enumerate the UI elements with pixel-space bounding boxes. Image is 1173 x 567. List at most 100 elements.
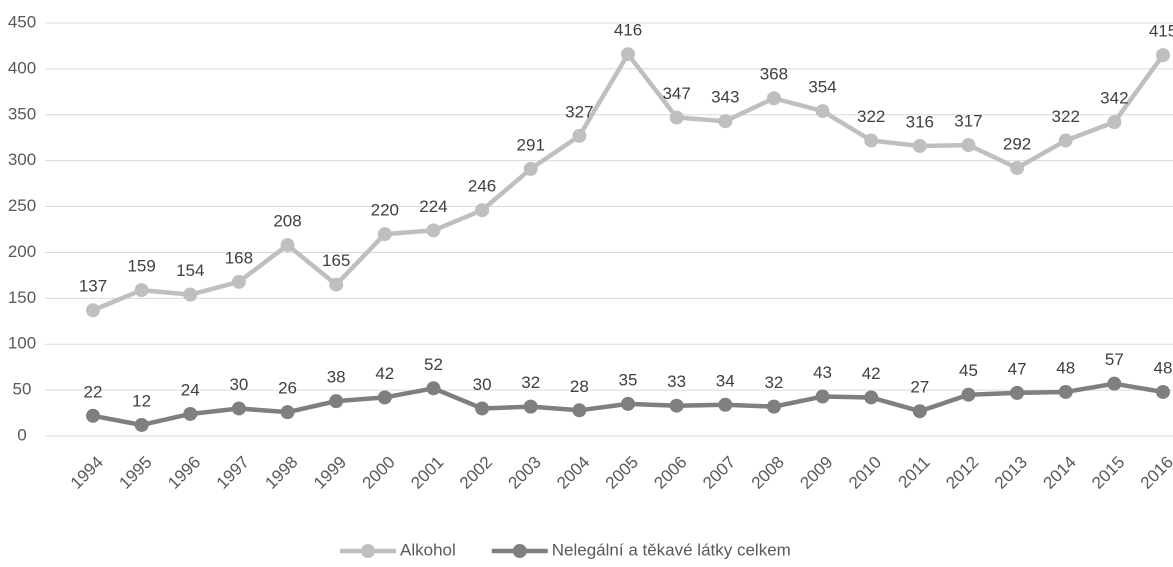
point — [280, 405, 295, 420]
data-label: 208 — [273, 212, 301, 231]
point — [1156, 48, 1170, 63]
data-label: 368 — [760, 65, 788, 84]
data-label: 42 — [375, 364, 394, 383]
y-tick-label: 150 — [8, 288, 36, 307]
point — [280, 238, 295, 253]
point — [572, 403, 587, 418]
x-tick-label: 2011 — [895, 453, 934, 492]
y-tick-label: 0 — [17, 425, 26, 444]
x-tick-label: 1995 — [115, 453, 155, 493]
data-label: 342 — [1100, 89, 1128, 108]
point — [621, 396, 635, 411]
data-label: 47 — [1008, 359, 1027, 378]
x-tick-label: 2015 — [1088, 453, 1128, 493]
data-label: 292 — [1003, 134, 1031, 153]
y-tick-label: 100 — [8, 334, 36, 353]
point — [815, 389, 830, 404]
x-tick-label: 2013 — [991, 453, 1031, 493]
x-tick-label: 1994 — [67, 453, 107, 493]
point — [1156, 384, 1170, 399]
point — [766, 91, 781, 106]
point — [523, 161, 538, 176]
point — [426, 381, 441, 396]
data-label: 22 — [84, 382, 103, 401]
data-label: 30 — [229, 375, 248, 394]
point — [572, 128, 587, 143]
point — [912, 404, 927, 419]
x-tick-label: 2008 — [748, 453, 788, 493]
data-label: 52 — [424, 355, 443, 374]
x-tick-label: 2006 — [650, 453, 690, 493]
point — [1107, 376, 1122, 391]
x-tick-label: 2001 — [407, 453, 447, 493]
x-tick-label: 2003 — [505, 453, 545, 493]
data-label: 327 — [565, 102, 593, 121]
data-label: 154 — [176, 261, 204, 280]
x-tick-label: 2010 — [845, 453, 885, 493]
x-tick-label: 2016 — [1137, 453, 1173, 493]
data-label: 159 — [127, 257, 155, 276]
point — [377, 227, 392, 242]
point — [426, 223, 441, 238]
data-label: 33 — [667, 372, 686, 391]
point — [523, 399, 538, 414]
data-label: 32 — [521, 373, 540, 392]
data-label: 27 — [910, 378, 929, 397]
point — [134, 283, 149, 298]
data-label: 416 — [614, 21, 642, 40]
point — [1010, 161, 1025, 176]
data-label: 322 — [1052, 107, 1080, 126]
data-label: 165 — [322, 251, 350, 270]
x-tick-label: 2000 — [359, 453, 399, 493]
point — [1058, 133, 1073, 148]
data-label: 322 — [857, 107, 885, 126]
data-label: 32 — [764, 373, 783, 392]
data-label: 57 — [1105, 350, 1124, 369]
data-label: 317 — [954, 112, 982, 131]
data-label: 316 — [906, 112, 934, 131]
data-label: 48 — [1056, 358, 1075, 377]
y-tick-label: 350 — [8, 104, 36, 123]
point — [961, 387, 976, 402]
y-tick-label: 450 — [8, 12, 36, 31]
data-label: 43 — [813, 363, 832, 382]
x-tick-label: 1997 — [213, 453, 253, 493]
point — [377, 390, 392, 405]
x-tick-label: 2004 — [553, 453, 593, 493]
data-label: 34 — [716, 371, 735, 390]
data-label: 12 — [132, 391, 151, 410]
y-tick-label: 200 — [8, 242, 36, 261]
point — [1058, 384, 1073, 399]
x-tick-label: 2012 — [942, 453, 982, 493]
data-label: 415 — [1149, 22, 1173, 41]
point — [183, 287, 198, 302]
data-label: 291 — [517, 135, 545, 154]
point — [815, 104, 830, 119]
x-tick-label: 2005 — [602, 453, 642, 493]
x-tick-label: 1999 — [310, 453, 350, 493]
data-label: 26 — [278, 379, 297, 398]
point — [86, 408, 100, 423]
point — [766, 399, 781, 414]
data-label: 38 — [327, 368, 346, 387]
data-label: 24 — [181, 380, 200, 399]
data-label: 343 — [711, 88, 739, 107]
data-label: 35 — [619, 370, 638, 389]
point — [912, 138, 927, 153]
point — [864, 133, 879, 148]
x-tick-label: 2007 — [699, 453, 739, 493]
data-label: 45 — [959, 361, 978, 380]
point — [329, 394, 344, 409]
legend-marker — [361, 544, 375, 558]
point — [621, 47, 635, 62]
x-tick-label: 2014 — [1040, 453, 1080, 493]
data-label: 28 — [570, 377, 589, 396]
legend-label: Alkohol — [400, 540, 456, 559]
y-tick-label: 250 — [8, 196, 36, 215]
data-label: 30 — [473, 375, 492, 394]
data-label: 224 — [419, 197, 447, 216]
data-label: 347 — [662, 84, 690, 103]
point — [231, 274, 246, 289]
data-label: 220 — [371, 201, 399, 220]
point — [718, 114, 733, 129]
